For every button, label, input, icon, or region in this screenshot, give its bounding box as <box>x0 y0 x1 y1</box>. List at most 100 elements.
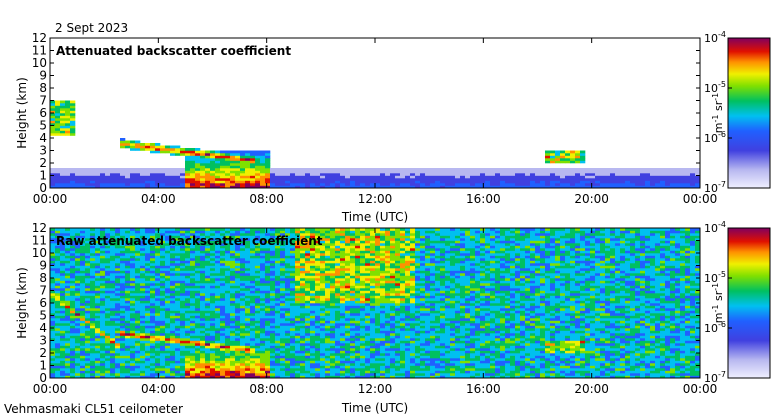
heatmap-cell <box>340 305 346 309</box>
heatmap-cell <box>75 373 81 376</box>
heatmap-cell <box>225 333 231 336</box>
heatmap-cell <box>190 228 196 231</box>
heatmap-cell <box>140 255 146 259</box>
heatmap-cell <box>335 348 341 351</box>
heatmap-cell <box>50 118 56 121</box>
heatmap-cell <box>325 183 331 186</box>
heatmap-cell <box>205 318 211 321</box>
heatmap-cell <box>230 228 236 231</box>
heatmap-cell <box>145 373 151 376</box>
heatmap-cell <box>270 275 276 279</box>
heatmap-cell <box>110 270 116 274</box>
heatmap-cell <box>250 335 256 339</box>
heatmap-cell <box>200 305 206 309</box>
heatmap-cell <box>135 168 141 171</box>
heatmap-cell <box>140 253 146 256</box>
heatmap-cell <box>60 265 66 269</box>
heatmap-cell <box>130 175 136 179</box>
heatmap-cell <box>100 333 106 336</box>
heatmap-cell <box>65 180 71 184</box>
heatmap-cell <box>85 238 91 241</box>
heatmap-cell <box>345 253 351 256</box>
heatmap-cell <box>250 260 256 264</box>
heatmap-cell <box>130 365 136 369</box>
heatmap-cell <box>260 303 266 306</box>
heatmap-cell <box>605 168 611 171</box>
heatmap-cell <box>170 318 176 321</box>
heatmap-cell <box>60 315 66 319</box>
heatmap-cell <box>300 360 306 364</box>
heatmap-cell <box>340 365 346 369</box>
heatmap-cell <box>65 343 71 346</box>
heatmap-cell <box>290 375 296 379</box>
heatmap-cell <box>560 183 566 186</box>
heatmap-cell <box>120 348 126 351</box>
heatmap-cell <box>310 303 316 306</box>
heatmap-cell <box>340 315 346 319</box>
heatmap-cell <box>265 358 271 361</box>
heatmap-cell <box>315 298 321 301</box>
heatmap-cell <box>200 250 206 254</box>
heatmap-cell <box>565 178 571 181</box>
heatmap-cell <box>155 305 161 309</box>
heatmap-cell <box>310 348 316 351</box>
heatmap-cell <box>365 168 371 171</box>
heatmap-cell <box>315 335 321 339</box>
heatmap-cell <box>325 300 331 304</box>
heatmap-cell <box>310 178 316 181</box>
heatmap-cell <box>90 303 96 306</box>
heatmap-cell <box>135 170 141 174</box>
heatmap-cell <box>90 268 96 271</box>
heatmap-cell <box>85 175 91 179</box>
heatmap-cell <box>660 183 666 186</box>
heatmap-cell <box>65 248 71 251</box>
heatmap-cell <box>270 373 276 376</box>
heatmap-cell <box>225 295 231 299</box>
heatmap-cell <box>650 168 656 171</box>
heatmap-cell <box>85 278 91 281</box>
heatmap-cell <box>245 168 251 171</box>
heatmap-cell <box>70 325 76 329</box>
heatmap-cell <box>225 258 231 261</box>
heatmap-cell <box>215 353 221 356</box>
heatmap-cell <box>65 335 71 339</box>
heatmap-cell <box>105 298 111 301</box>
heatmap-cell <box>245 248 251 251</box>
heatmap-cell <box>250 228 256 231</box>
heatmap-cell <box>100 305 106 309</box>
heatmap-cell <box>315 295 321 299</box>
heatmap-cell <box>240 158 246 161</box>
heatmap-cell <box>315 320 321 324</box>
heatmap-cell <box>100 348 106 351</box>
heatmap-cell <box>185 150 191 154</box>
heatmap-cell <box>90 340 96 344</box>
heatmap-cell <box>455 185 461 189</box>
heatmap-cell <box>315 173 321 176</box>
heatmap-cell <box>145 253 151 256</box>
heatmap-cell <box>140 175 146 179</box>
heatmap-cell <box>550 170 556 174</box>
heatmap-cell <box>485 183 491 186</box>
heatmap-cell <box>465 180 471 184</box>
heatmap-cell <box>100 170 106 174</box>
heatmap-cell <box>290 258 296 261</box>
heatmap-cell <box>160 365 166 369</box>
heatmap-cell <box>50 183 56 186</box>
y-tick-label: 3 <box>39 144 47 158</box>
heatmap-cell <box>60 295 66 299</box>
heatmap-cell <box>295 318 301 321</box>
heatmap-cell <box>160 355 166 359</box>
heatmap-cell <box>115 293 121 296</box>
heatmap-cell <box>245 240 251 244</box>
heatmap-cell <box>150 170 156 174</box>
heatmap-cell <box>595 175 601 179</box>
heatmap-cell <box>100 363 106 366</box>
heatmap-cell <box>340 340 346 344</box>
heatmap-cell <box>145 368 151 371</box>
heatmap-cell <box>315 363 321 366</box>
heatmap-cell <box>240 358 246 361</box>
heatmap-cell <box>525 175 531 179</box>
heatmap-cell <box>185 228 191 231</box>
heatmap-cell <box>580 180 586 184</box>
heatmap-cell <box>330 333 336 336</box>
